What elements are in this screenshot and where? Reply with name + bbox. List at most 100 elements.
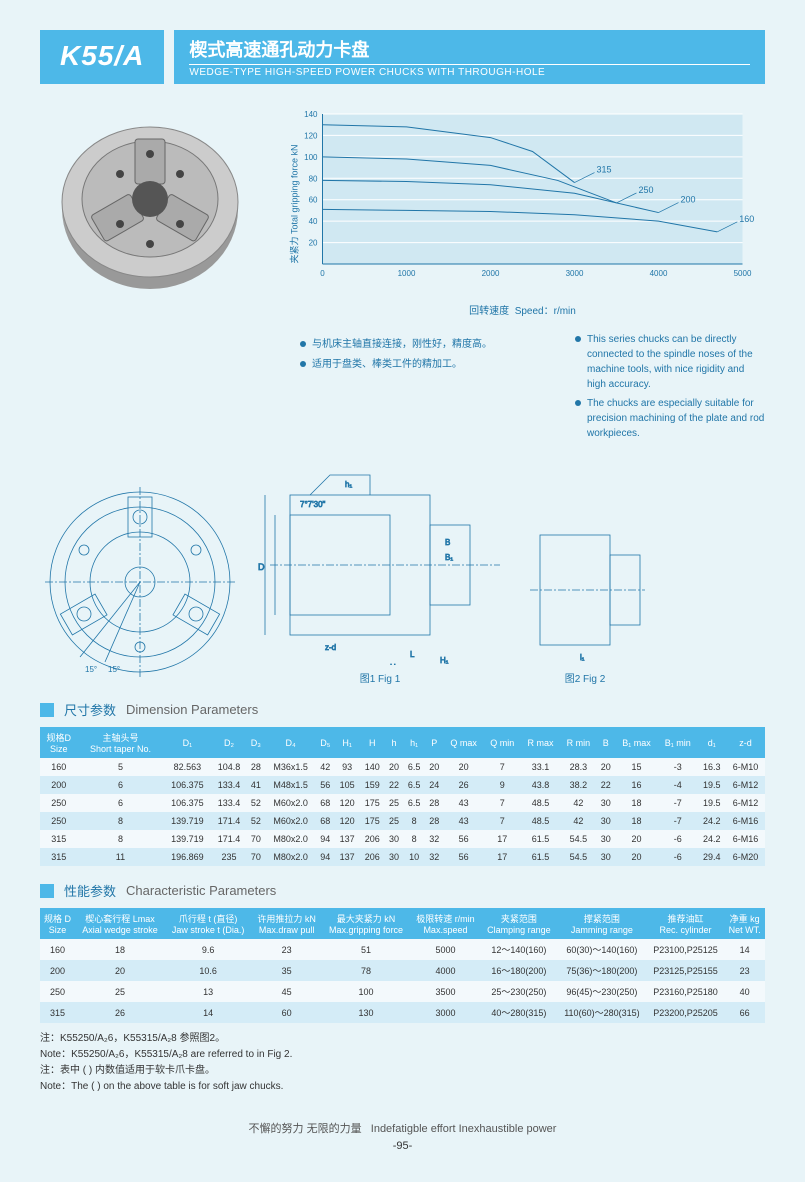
- table-cell: -7: [658, 794, 698, 812]
- table-row: 2508139.719171.452M60x2.0681201752582843…: [40, 812, 765, 830]
- model-code: K55/A: [40, 30, 164, 84]
- table-cell: 42: [316, 758, 335, 776]
- table-header: H₁: [335, 727, 360, 758]
- table-cell: P23100,P25125: [647, 939, 724, 960]
- table-row: 250251345100350025～230(250)96(45)～230(25…: [40, 981, 765, 1002]
- table-cell: 7: [484, 758, 521, 776]
- table-cell: 6-M12: [726, 794, 765, 812]
- bullet-cn: 适用于盘类、棒类工件的精加工。: [300, 357, 560, 373]
- table-cell: 6-M20: [726, 848, 765, 866]
- table-header: R min: [560, 727, 596, 758]
- table-cell: 68: [316, 812, 335, 830]
- table-header: 撑紧范围Jamming range: [557, 908, 647, 939]
- table-cell: 20: [75, 960, 165, 981]
- table-cell: 40～280(315): [481, 1002, 557, 1023]
- table-row: 315261460130300040～280(315)110(60)～280(3…: [40, 1002, 765, 1023]
- table-cell: 18: [615, 794, 658, 812]
- table-cell: 68: [316, 794, 335, 812]
- table-cell: 159: [360, 776, 385, 794]
- svg-text:z-d: z-d: [325, 643, 336, 652]
- square-icon: [40, 884, 54, 898]
- table-row: 3158139.719171.470M80x2.0941372063083256…: [40, 830, 765, 848]
- bullet-en: This series chucks can be directly conne…: [575, 332, 765, 392]
- note-line: Note：K55250/A₂6，K55315/A₂8 are referred …: [40, 1047, 765, 1063]
- table-header: 许用推拉力 kNMax.draw pull: [251, 908, 322, 939]
- table-cell: 7: [484, 794, 521, 812]
- table-cell: 139.719: [163, 830, 211, 848]
- svg-text:15°: 15°: [85, 665, 97, 674]
- table-cell: 24.2: [698, 830, 726, 848]
- table-cell: 106.375: [163, 776, 211, 794]
- table-cell: 30: [597, 794, 615, 812]
- table-cell: 66: [724, 1002, 765, 1023]
- table-cell: 61.5: [521, 830, 561, 848]
- table-cell: 206: [360, 830, 385, 848]
- table-cell: 42: [560, 794, 596, 812]
- table-header: B: [597, 727, 615, 758]
- table-cell: 110(60)～280(315): [557, 1002, 647, 1023]
- table-cell: 18: [615, 812, 658, 830]
- table-header: 主轴头号Short taper No.: [78, 727, 164, 758]
- table-cell: 6-M10: [726, 758, 765, 776]
- table-header: 夹紧范围Clamping range: [481, 908, 557, 939]
- table-cell: 42: [560, 812, 596, 830]
- table-cell: M36x1.5: [265, 758, 316, 776]
- square-icon: [40, 703, 54, 717]
- table-header: h: [385, 727, 403, 758]
- table-cell: 30: [597, 848, 615, 866]
- table-cell: 175: [360, 794, 385, 812]
- table-cell: M48x1.5: [265, 776, 316, 794]
- table-header: H: [360, 727, 385, 758]
- table-cell: 32: [425, 830, 443, 848]
- table-cell: 48.5: [521, 794, 561, 812]
- svg-text:120: 120: [304, 131, 318, 140]
- table-cell: M60x2.0: [265, 812, 316, 830]
- table-header: D₄: [265, 727, 316, 758]
- table-cell: 175: [360, 812, 385, 830]
- table-cell: 10.6: [165, 960, 251, 981]
- fig2-label: 图2 Fig 2: [520, 670, 650, 685]
- table-cell: 43.8: [521, 776, 561, 794]
- sec1-en: Dimension Parameters: [126, 702, 258, 717]
- table-cell: 16.3: [698, 758, 726, 776]
- table-cell: 56: [444, 830, 484, 848]
- table-cell: 133.4: [212, 776, 247, 794]
- table-header: Q min: [484, 727, 521, 758]
- table-cell: 20: [444, 758, 484, 776]
- table-cell: 18: [75, 939, 165, 960]
- bullet-en: The chucks are especially suitable for p…: [575, 396, 765, 441]
- table-cell: 24: [425, 776, 443, 794]
- product-photo: [40, 104, 260, 304]
- table-header: D₁: [163, 727, 211, 758]
- table-cell: 315: [40, 848, 78, 866]
- table-cell: 5000: [410, 939, 481, 960]
- section-view-svg: D h₁ 7°7'30" B B₁ z-d L H₁ H: [250, 465, 510, 665]
- table-cell: 54.5: [560, 848, 596, 866]
- characteristic-table: 规格 DSize楔心套行程 LmaxAxial wedge stroke爪行程 …: [40, 908, 765, 1023]
- table-header: z-d: [726, 727, 765, 758]
- table-cell: 171.4: [212, 812, 247, 830]
- table-row: 160582.563104.828M36x1.54293140206.52020…: [40, 758, 765, 776]
- svg-text:B₁: B₁: [445, 553, 453, 562]
- top-row: 夹紧力 Total gripping force kN 204060801001…: [40, 104, 765, 317]
- table-cell: 206: [360, 848, 385, 866]
- table-cell: P23160,P25180: [647, 981, 724, 1002]
- table-cell: -6: [658, 848, 698, 866]
- table-cell: 26: [444, 776, 484, 794]
- table-header: 规格 DSize: [40, 908, 75, 939]
- svg-text:B: B: [445, 538, 450, 547]
- notes: 注：K55250/A₂6，K55315/A₂8 参照图2。Note：K55250…: [40, 1031, 765, 1095]
- table-cell: 94: [316, 830, 335, 848]
- table-header: R max: [521, 727, 561, 758]
- table-cell: 196.869: [163, 848, 211, 866]
- table-cell: 8: [78, 830, 164, 848]
- dimension-table: 规格DSize主轴头号Short taper No.D₁D₂D₃D₄D₅H₁Hh…: [40, 727, 765, 866]
- svg-text:1000: 1000: [398, 269, 416, 278]
- table-cell: 11: [78, 848, 164, 866]
- table-cell: 171.4: [212, 830, 247, 848]
- table-cell: 6-M16: [726, 830, 765, 848]
- table-cell: 6: [78, 794, 164, 812]
- table-row: 160189.62351500012～140(160)60(30)～140(16…: [40, 939, 765, 960]
- table-cell: 104.8: [212, 758, 247, 776]
- table-cell: M80x2.0: [265, 830, 316, 848]
